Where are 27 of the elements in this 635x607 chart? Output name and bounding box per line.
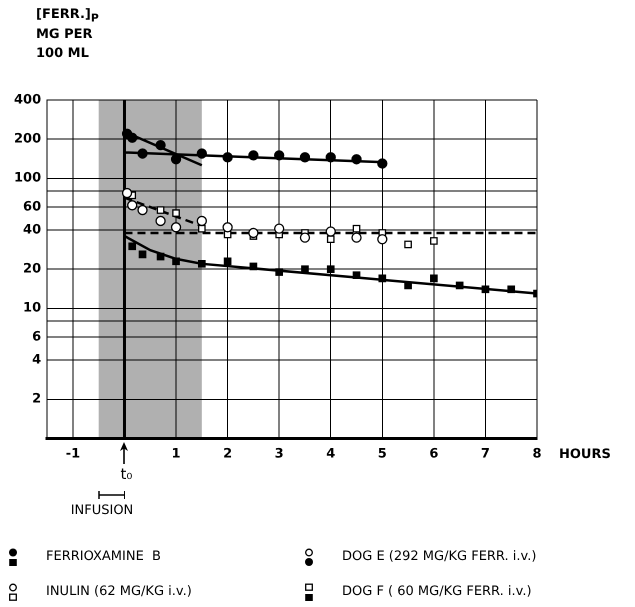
y-tick-label: 40 <box>23 222 42 238</box>
x-tick-label: -1 <box>66 446 80 462</box>
y-tick-label: 400 <box>14 92 42 108</box>
y-tick-label: 4 <box>32 352 42 368</box>
y-tick-label: 60 <box>23 200 42 215</box>
x-tick-label: 8 <box>532 446 542 462</box>
x-tick-label: 2 <box>223 446 232 462</box>
y-axis-title: [FERR.]$_{P}$ MG PER 100 ML <box>36 6 99 64</box>
y-tick-label: 200 <box>14 132 42 147</box>
x-tick-label: 5 <box>378 446 387 462</box>
text: INULIN (62 MG/KG i.v.) <box>46 584 192 599</box>
y-tick-label: 20 <box>23 262 42 277</box>
text: FERRIOXAMINE B <box>46 549 161 564</box>
y-tick-label: 2 <box>32 392 42 407</box>
text: INFUSION <box>70 502 134 520</box>
y-tick-label: 10 <box>23 300 42 316</box>
x-tick-label: 6 <box>429 446 438 462</box>
x-tick-label: 7 <box>480 446 490 462</box>
x-tick-label: 1 <box>172 446 181 462</box>
x-axis-title: HOURS <box>559 446 611 464</box>
y-tick-label: 6 <box>32 330 42 345</box>
text: DOG E (292 MG/KG FERR. i.v.) <box>342 549 536 564</box>
y-tick-label: 100 <box>14 170 42 186</box>
x-tick-label: 3 <box>274 446 284 462</box>
x-tick-label: 4 <box>326 446 336 462</box>
text: DOG F ( 60 MG/KG FERR. i.v.) <box>342 584 532 599</box>
text: t₀ <box>120 464 132 486</box>
